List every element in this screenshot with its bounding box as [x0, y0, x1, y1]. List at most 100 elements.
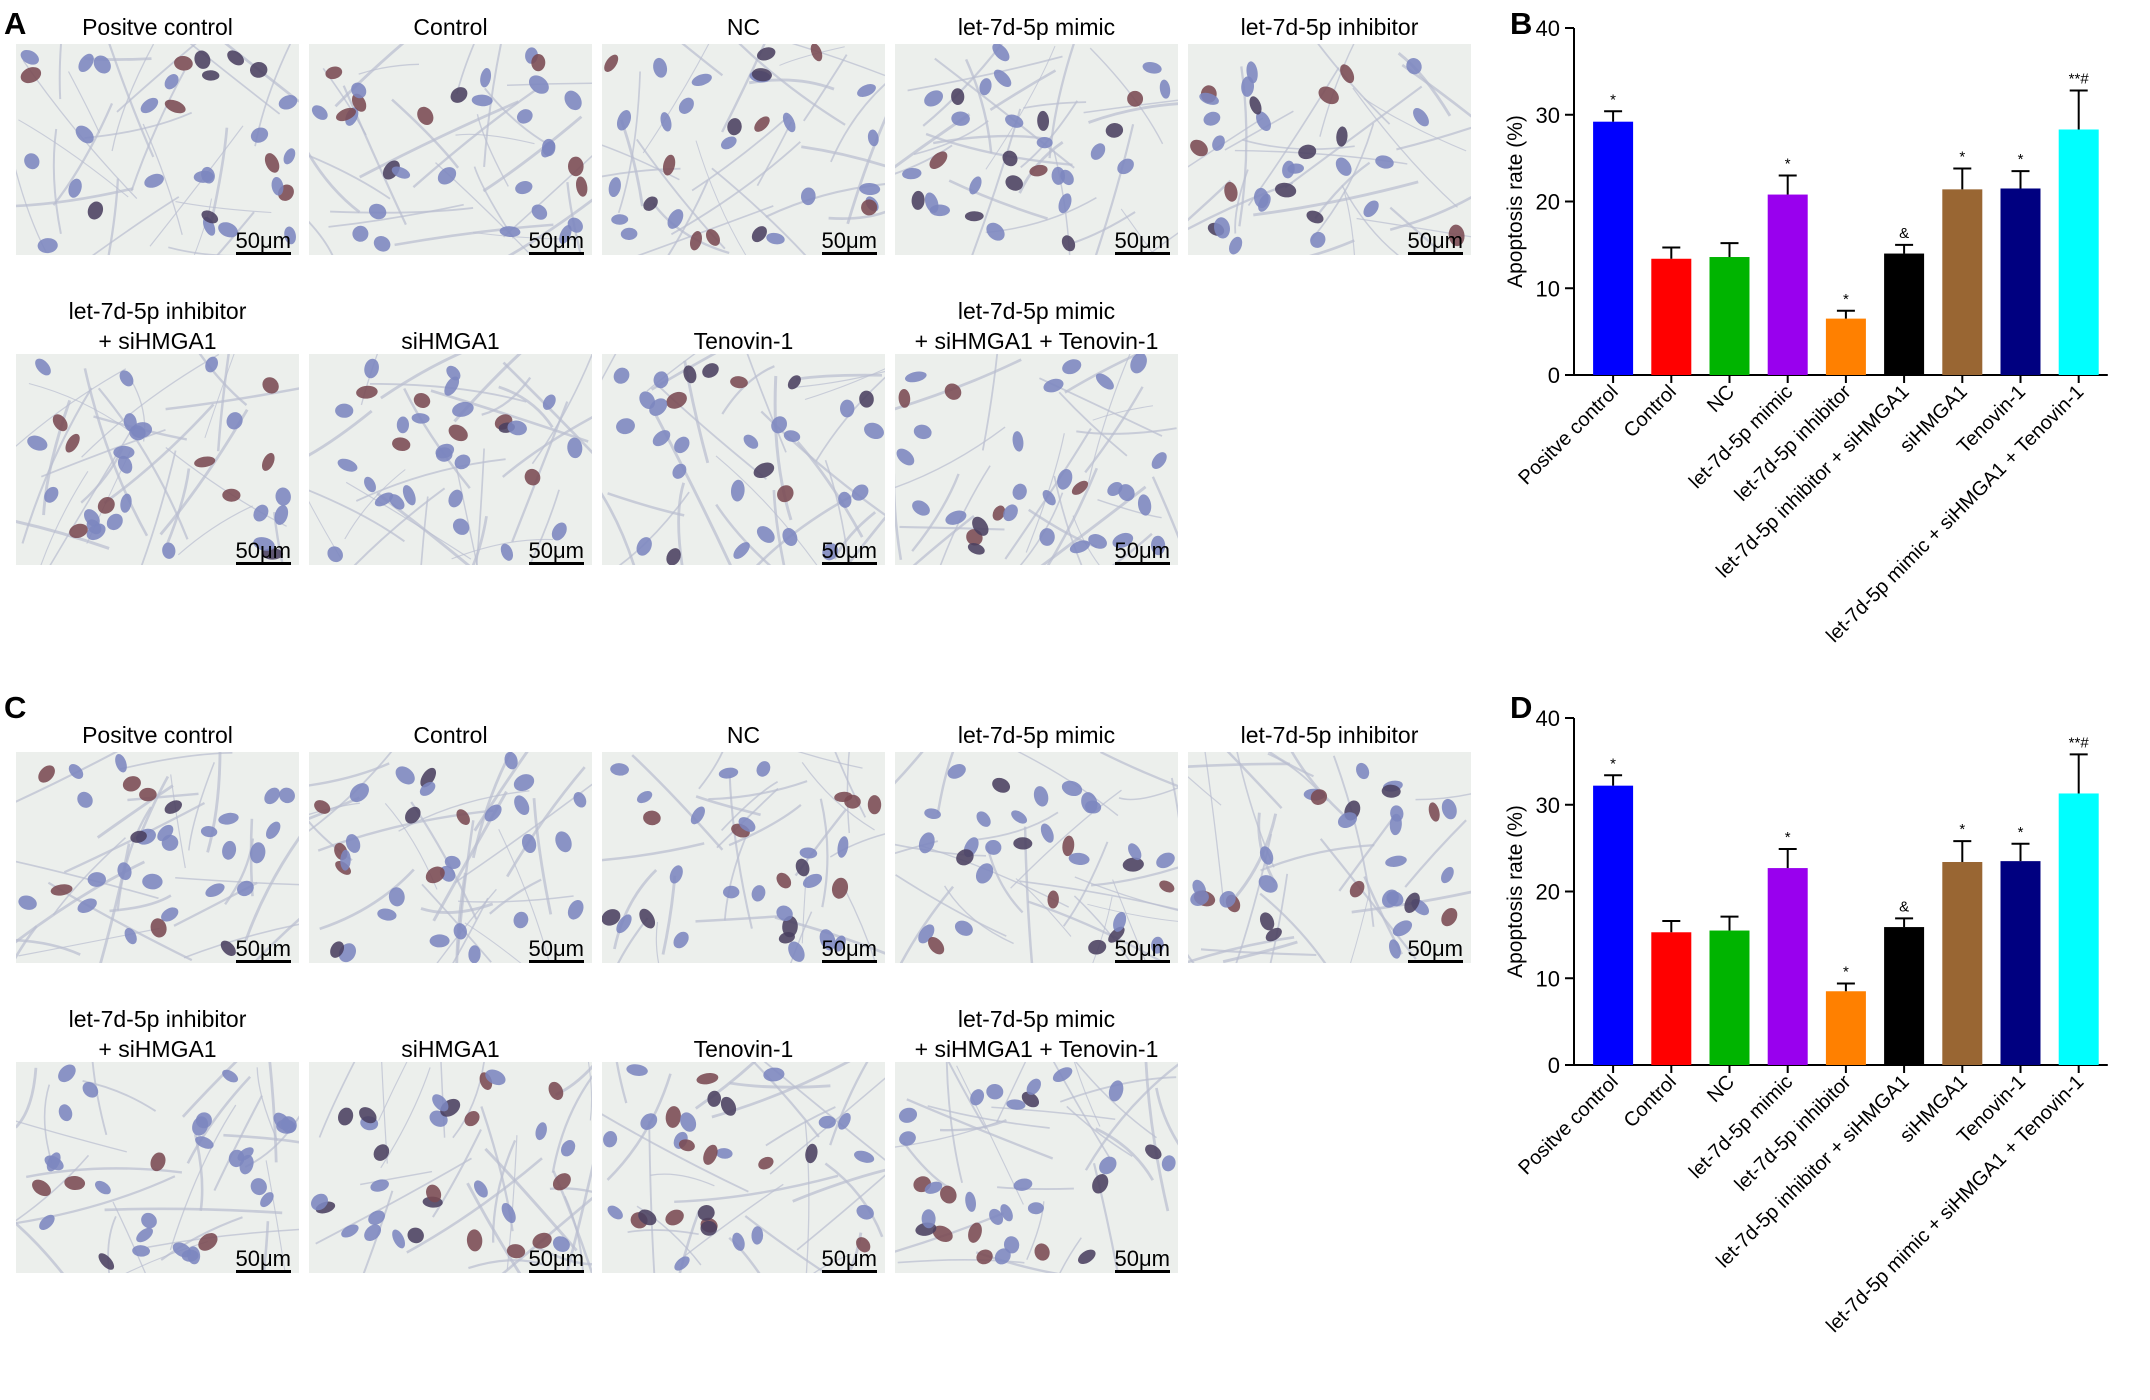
micrograph-image: 50μm — [16, 752, 299, 963]
x-tick-label: Positve control — [1514, 1071, 1622, 1179]
micrograph-image: 50μm — [309, 752, 592, 963]
significance-mark: **# — [2069, 70, 2090, 87]
y-tick-label: 10 — [1536, 966, 1560, 991]
significance-mark: * — [2018, 824, 2024, 841]
micrograph-caption: Positve control — [82, 14, 233, 40]
significance-mark: * — [1959, 821, 1965, 838]
x-tick-label: Control — [1620, 1071, 1681, 1132]
micrograph-caption: Tenovin-1 — [693, 1036, 794, 1062]
micrograph-image: 50μm — [895, 1062, 1178, 1273]
y-tick-label: 30 — [1536, 793, 1560, 818]
scale-bar — [1114, 1270, 1170, 1273]
y-axis-title: Apoptosis rate (%) — [1504, 805, 1527, 978]
scale-label: 50μm — [1114, 1246, 1170, 1273]
significance-mark: * — [2018, 151, 2024, 168]
x-tick-label: NC — [1703, 381, 1739, 417]
scale-label: 50μm — [821, 538, 877, 565]
micrograph-caption: let-7d-5p mimic — [957, 722, 1116, 748]
scale-bar — [1114, 562, 1170, 565]
bar — [1884, 253, 1925, 375]
scale-label: 50μm — [1114, 936, 1170, 963]
bar — [1593, 121, 1634, 375]
significance-mark: * — [1843, 963, 1849, 980]
y-tick-label: 20 — [1536, 880, 1560, 905]
scale-label: 50μm — [235, 228, 291, 255]
micrograph-caption: let-7d-5p inhibitor + siHMGA1 — [68, 298, 247, 354]
y-tick-label: 0 — [1548, 363, 1560, 388]
significance-mark: **# — [2069, 734, 2090, 751]
scale-bar — [1114, 960, 1170, 963]
panel-letter-d: D — [1510, 690, 1533, 725]
bar — [1825, 991, 1866, 1065]
significance-mark: * — [1843, 291, 1849, 308]
micrograph-caption: let-7d-5p inhibitor — [1240, 14, 1419, 40]
micrograph-image: 50μm — [309, 354, 592, 565]
micrograph-image: 50μm — [1188, 44, 1471, 255]
bar — [1651, 932, 1692, 1065]
x-tick-label: let-7d-5p mimic — [1685, 1071, 1797, 1183]
bar — [1651, 258, 1692, 375]
scale-bar — [821, 960, 877, 963]
panel-letter-c: C — [4, 690, 27, 725]
micrograph-caption: let-7d-5p mimic + siHMGA1 + Tenovin-1 — [914, 298, 1159, 354]
panel-letter-a: A — [4, 6, 27, 41]
micrograph-image: 50μm — [309, 44, 592, 255]
bar — [1825, 318, 1866, 375]
bar — [1767, 194, 1808, 375]
scale-bar — [235, 960, 291, 963]
scale-bar — [821, 252, 877, 255]
scale-bar — [821, 562, 877, 565]
bar — [2000, 188, 2041, 375]
micrograph-image: 50μm — [309, 1062, 592, 1273]
scale-bar — [1114, 252, 1170, 255]
scale-label: 50μm — [821, 936, 877, 963]
y-tick-label: 10 — [1536, 276, 1560, 301]
significance-mark: * — [1785, 829, 1791, 846]
scale-bar — [528, 562, 584, 565]
micrograph-caption: let-7d-5p inhibitor + siHMGA1 — [68, 1006, 247, 1062]
scale-label: 50μm — [1114, 228, 1170, 255]
scale-bar — [235, 562, 291, 565]
panel-letter-b: B — [1510, 6, 1533, 41]
micrograph-image: 50μm — [602, 44, 885, 255]
scale-label: 50μm — [235, 538, 291, 565]
bar — [1709, 257, 1750, 375]
micrograph-image: 50μm — [895, 354, 1178, 565]
x-tick-label: Positve control — [1514, 381, 1622, 489]
y-tick-label: 20 — [1536, 190, 1560, 215]
x-tick-label: Control — [1620, 381, 1681, 442]
micrograph-image: 50μm — [602, 354, 885, 565]
micrograph-caption: let-7d-5p mimic — [957, 14, 1116, 40]
significance-mark: * — [1785, 155, 1791, 172]
bar — [2058, 793, 2099, 1065]
bar — [1942, 862, 1983, 1065]
scale-label: 50μm — [235, 1246, 291, 1273]
significance-mark: & — [1899, 225, 1909, 242]
scale-label: 50μm — [235, 936, 291, 963]
micrograph-caption: Tenovin-1 — [693, 328, 794, 354]
micrograph-image: 50μm — [602, 752, 885, 963]
bar — [2058, 129, 2099, 375]
micrograph-caption: let-7d-5p inhibitor — [1240, 722, 1419, 748]
micrograph-image: 50μm — [895, 752, 1178, 963]
scale-label: 50μm — [1114, 538, 1170, 565]
y-tick-label: 0 — [1548, 1053, 1560, 1078]
scale-label: 50μm — [821, 228, 877, 255]
scale-bar — [1407, 252, 1463, 255]
bar-chart-b: 0 10 20 30 40 Apoptosis rate (%) * Positve cont… — [1504, 16, 2108, 647]
scale-bar — [528, 252, 584, 255]
scale-bar — [235, 252, 291, 255]
y-tick-label: 40 — [1536, 16, 1560, 41]
scale-bar — [1407, 960, 1463, 963]
micrograph-caption: Control — [413, 14, 488, 40]
scale-label: 50μm — [1407, 936, 1463, 963]
scale-label: 50μm — [821, 1246, 877, 1273]
y-tick-label: 30 — [1536, 103, 1560, 128]
bar — [1593, 785, 1634, 1065]
scale-label: 50μm — [1407, 228, 1463, 255]
bar — [1767, 868, 1808, 1065]
micrograph-caption: let-7d-5p mimic + siHMGA1 + Tenovin-1 — [914, 1006, 1159, 1062]
significance-mark: * — [1959, 149, 1965, 166]
bar — [1942, 189, 1983, 375]
bar — [2000, 861, 2041, 1065]
